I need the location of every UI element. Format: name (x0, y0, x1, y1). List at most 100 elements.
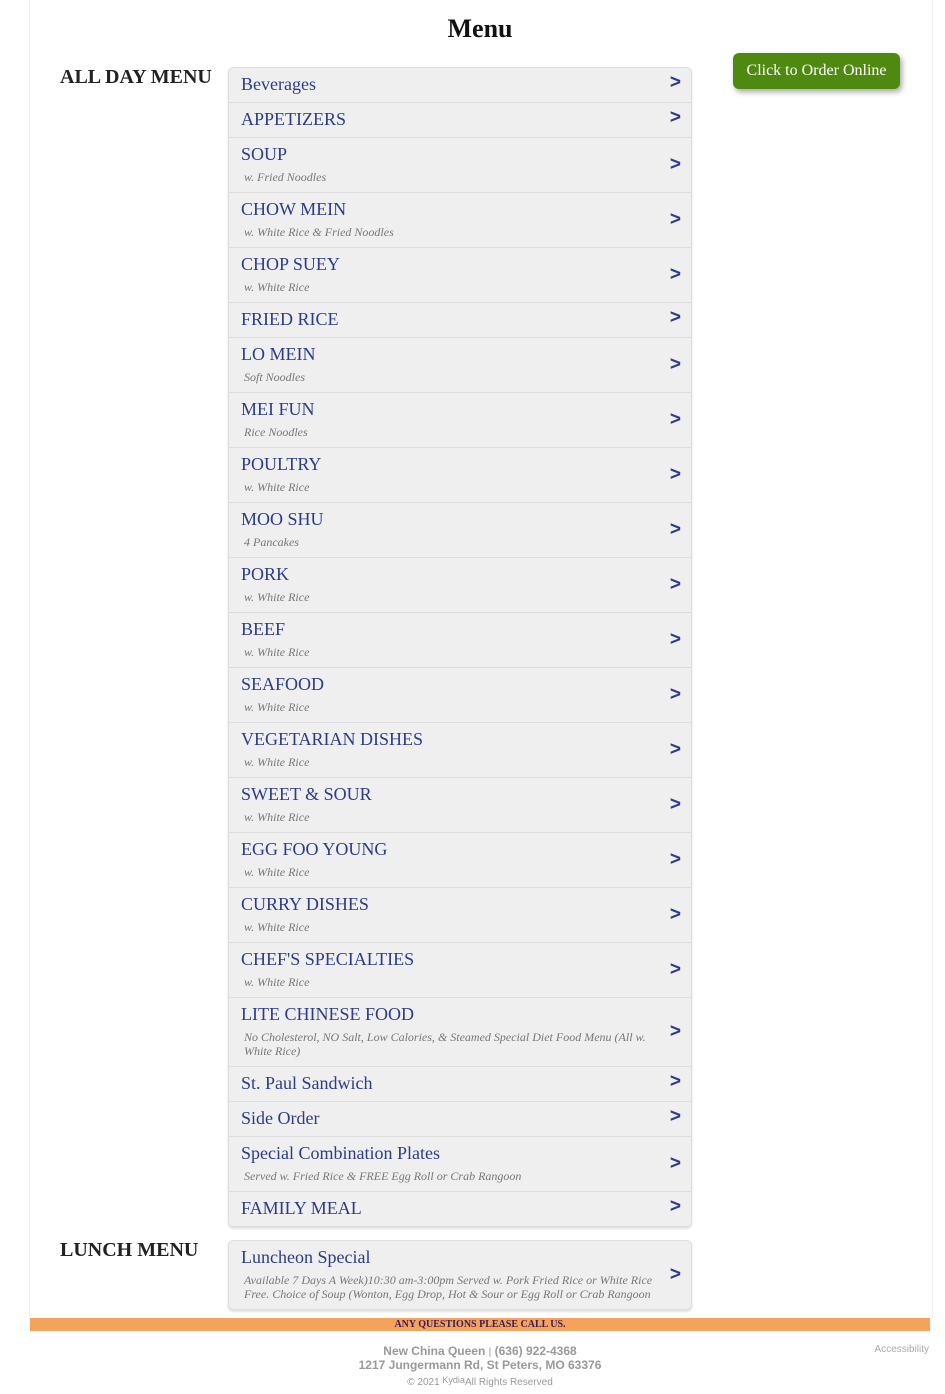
chevron-right-icon: > (669, 794, 681, 815)
menu-category-item[interactable]: Beverages > (229, 68, 691, 103)
chevron-right-icon: > (669, 629, 681, 650)
category-subtitle: Soft Noodles (244, 370, 306, 384)
chevron-right-icon: > (669, 154, 681, 175)
category-title: APPETIZERS (241, 109, 347, 129)
menu-category-item[interactable]: BEEF w. White Rice > (229, 613, 691, 668)
category-title: CHEF'S SPECIALTIES (241, 949, 415, 969)
copyright: © 2021 KydiaAll Rights Reserved (0, 1375, 945, 1388)
category-title: MEI FUN (241, 399, 315, 419)
menu-category-item[interactable]: EGG FOO YOUNG w. White Rice > (229, 833, 691, 888)
category-subtitle: w. White Rice & Fried Noodles (244, 225, 394, 239)
category-title: Luncheon Special (241, 1247, 371, 1267)
category-title: LO MEIN (241, 344, 316, 364)
category-subtitle: w. Fried Noodles (244, 170, 327, 184)
rights-text: All Rights Reserved (464, 1377, 553, 1388)
category-title: CURRY DISHES (241, 894, 369, 914)
menu-category-item[interactable]: VEGETARIAN DISHES w. White Rice > (229, 723, 691, 778)
category-subtitle: w. White Rice (244, 480, 310, 494)
menu-category-item[interactable]: St. Paul Sandwich > (229, 1067, 691, 1102)
category-title: SEAFOOD (241, 674, 325, 694)
page-frame (29, 0, 933, 1318)
menu-category-item[interactable]: APPETIZERS > (229, 103, 691, 138)
menu-category-item[interactable]: Side Order > (229, 1102, 691, 1137)
menu-category-item[interactable]: LITE CHINESE FOOD No Cholesterol, NO Salt… (229, 998, 691, 1067)
chevron-right-icon: > (669, 464, 681, 485)
category-title: POULTRY (241, 454, 322, 474)
address: 1217 Jungermann Rd, St Peters, MO 63376 (358, 1358, 602, 1372)
phone-link[interactable]: (636) 922-4368 (494, 1344, 577, 1358)
category-title: St. Paul Sandwich (241, 1073, 373, 1093)
chevron-right-icon: > (669, 107, 681, 128)
questions-banner: ANY QUESTIONS PLEASE CALL US. (30, 1318, 930, 1331)
category-subtitle: w. White Rice (244, 920, 310, 934)
category-subtitle: w. White Rice (244, 280, 310, 294)
chevron-right-icon: > (669, 1021, 681, 1042)
menu-category-item[interactable]: Special Combination Plates Served w. Frie… (229, 1137, 691, 1192)
chevron-right-icon: > (669, 684, 681, 705)
category-subtitle: No Cholesterol, NO Salt, Low Calories, &… (244, 1030, 646, 1058)
category-title: MOO SHU (241, 509, 324, 529)
accessibility-link[interactable]: Accessibility (874, 1344, 929, 1355)
chevron-right-icon: > (669, 72, 681, 93)
chevron-right-icon: > (669, 849, 681, 870)
menu-category-item[interactable]: FRIED RICE > (229, 303, 691, 338)
chevron-right-icon: > (669, 739, 681, 760)
chevron-right-icon: > (669, 209, 681, 230)
section-label: LUNCH MENU (60, 1239, 199, 1261)
category-subtitle: w. White Rice (244, 645, 310, 659)
category-subtitle: Rice Noodles (244, 425, 308, 439)
category-title: Beverages (241, 74, 316, 94)
menu-category-item[interactable]: POULTRY w. White Rice > (229, 448, 691, 503)
category-title: FAMILY MEAL (241, 1198, 362, 1218)
chevron-right-icon: > (669, 959, 681, 980)
category-title: FRIED RICE (241, 309, 339, 329)
category-subtitle: w. White Rice (244, 975, 310, 989)
category-subtitle: w. White Rice (244, 590, 310, 604)
category-title: EGG FOO YOUNG (241, 839, 388, 859)
menu-category-item[interactable]: SWEET & SOUR w. White Rice > (229, 778, 691, 833)
menu-category-item[interactable]: CHOW MEIN w. White Rice & Fried Noodles > (229, 193, 691, 248)
menu-category-item[interactable]: CHEF'S SPECIALTIES w. White Rice > (229, 943, 691, 998)
chevron-right-icon: > (669, 307, 681, 328)
restaurant-name: New China Queen (383, 1344, 486, 1358)
chevron-right-icon: > (669, 574, 681, 595)
chevron-right-icon: > (669, 519, 681, 540)
chevron-right-icon: > (669, 1196, 681, 1217)
category-title: CHOW MEIN (241, 199, 347, 219)
menu-category-list: Beverages > APPETIZERS > SOUP w. Fried Noodle… (228, 67, 692, 1227)
kydia-link[interactable]: Kydia (442, 1375, 465, 1385)
menu-category-item[interactable]: PORK w. White Rice > (229, 558, 691, 613)
menu-category-item[interactable]: FAMILY MEAL > (229, 1192, 691, 1226)
menu-category-item[interactable]: CHOP SUEY w. White Rice > (229, 248, 691, 303)
menu-category-item[interactable]: Luncheon Special Available 7 Days A Week)… (229, 1241, 691, 1309)
category-title: LITE CHINESE FOOD (241, 1004, 414, 1024)
category-subtitle: w. White Rice (244, 755, 310, 769)
chevron-right-icon: > (669, 409, 681, 430)
chevron-right-icon: > (669, 1071, 681, 1092)
menu-category-item[interactable]: MOO SHU 4 Pancakes > (229, 503, 691, 558)
chevron-right-icon: > (669, 1106, 681, 1127)
menu-category-item[interactable]: SOUP w. Fried Noodles > (229, 138, 691, 193)
category-title: VEGETARIAN DISHES (241, 729, 424, 749)
chevron-right-icon: > (669, 904, 681, 925)
category-subtitle: w. White Rice (244, 810, 310, 824)
menu-category-item[interactable]: LO MEIN Soft Noodles > (229, 338, 691, 393)
menu-category-item[interactable]: CURRY DISHES w. White Rice > (229, 888, 691, 943)
category-subtitle: 4 Pancakes (244, 535, 299, 549)
category-title: Special Combination Plates (241, 1143, 440, 1163)
section-label: ALL DAY MENU (60, 66, 212, 88)
category-title: BEEF (241, 619, 286, 639)
menu-category-item[interactable]: MEI FUN Rice Noodles > (229, 393, 691, 448)
category-title: SWEET & SOUR (241, 784, 372, 804)
order-online-button[interactable]: Click to Order Online (733, 53, 900, 89)
category-subtitle: Served w. Fried Rice & FREE Egg Roll or … (244, 1169, 522, 1183)
footer-contact: New China Queen | (636) 922-4368 (0, 1344, 945, 1358)
separator: | (488, 1347, 492, 1358)
chevron-right-icon: > (669, 354, 681, 375)
chevron-right-icon: > (669, 1153, 681, 1174)
category-title: Side Order (241, 1108, 320, 1128)
category-subtitle: w. White Rice (244, 700, 310, 714)
menu-category-list: Luncheon Special Available 7 Days A Week)… (228, 1240, 692, 1310)
menu-category-item[interactable]: SEAFOOD w. White Rice > (229, 668, 691, 723)
chevron-right-icon: > (669, 264, 681, 285)
